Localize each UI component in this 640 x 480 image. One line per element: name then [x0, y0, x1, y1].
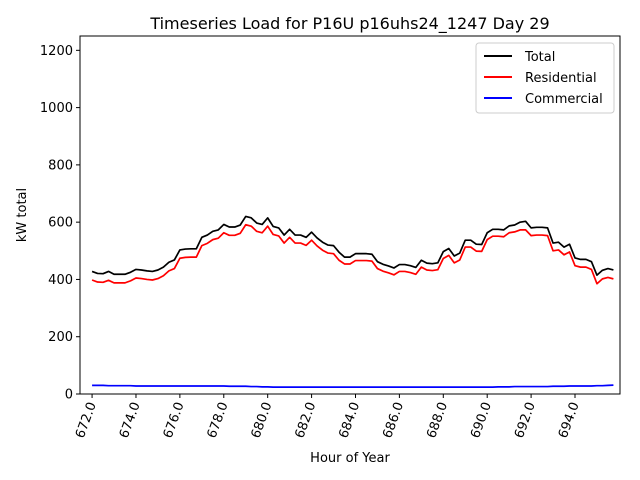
chart-title: Timeseries Load for P16U p16uhs24_1247 D… — [149, 14, 549, 34]
y-tick-label: 0 — [65, 388, 73, 403]
y-tick-label: 1200 — [40, 44, 73, 59]
x-axis-label: Hour of Year — [310, 451, 390, 466]
legend-label-commercial: Commercial — [525, 92, 603, 107]
plot-lines — [91, 215, 614, 388]
y-tick-label: 800 — [48, 158, 73, 173]
y-tick-label: 1000 — [40, 101, 73, 116]
legend-label-total: Total — [524, 50, 555, 65]
plot-frame — [79, 35, 621, 395]
legend: Total Residential Commercial — [475, 42, 615, 114]
y-axis-label: kW total — [15, 188, 30, 242]
y-tick-label: 200 — [48, 330, 73, 345]
y-tick-label: 600 — [48, 216, 73, 231]
series-line-commercial — [92, 384, 614, 388]
legend-box — [475, 42, 615, 114]
series-line-residential — [91, 223, 614, 285]
series-line-total — [91, 215, 614, 276]
y-tick-label: 400 — [48, 273, 73, 288]
y-axis: 0 200 400 600 800 1000 1200 — [40, 44, 80, 403]
legend-label-residential: Residential — [525, 71, 597, 86]
